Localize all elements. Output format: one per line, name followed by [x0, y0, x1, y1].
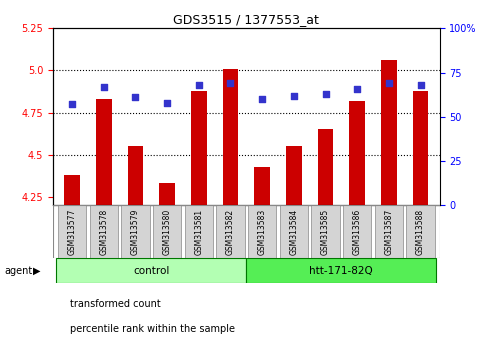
Text: GSM313582: GSM313582 [226, 209, 235, 255]
Bar [191, 91, 207, 205]
Bar [254, 166, 270, 205]
Point [131, 95, 139, 100]
Text: GSM313578: GSM313578 [99, 209, 108, 255]
Bar [280, 205, 308, 258]
Point [227, 80, 234, 86]
Bar [223, 69, 239, 205]
Text: GSM313588: GSM313588 [416, 209, 425, 255]
Text: GSM313580: GSM313580 [163, 209, 171, 255]
Bar [64, 175, 80, 205]
Bar [318, 130, 333, 205]
Bar [121, 205, 150, 258]
Bar [286, 146, 302, 205]
Bar [246, 258, 436, 283]
Bar [128, 146, 143, 205]
Point [195, 82, 203, 88]
Text: GSM313587: GSM313587 [384, 209, 393, 255]
Text: agent: agent [5, 266, 33, 276]
Text: percentile rank within the sample: percentile rank within the sample [70, 324, 235, 334]
Point [417, 82, 425, 88]
Bar [311, 205, 340, 258]
Text: GSM313586: GSM313586 [353, 209, 362, 255]
Bar [57, 258, 246, 283]
Text: ▶: ▶ [32, 266, 40, 276]
Text: transformed count: transformed count [70, 299, 161, 309]
Bar [96, 99, 112, 205]
Bar [349, 101, 365, 205]
Point [322, 91, 329, 97]
Text: GSM313584: GSM313584 [289, 209, 298, 255]
Point [385, 80, 393, 86]
Bar [412, 91, 428, 205]
Bar [58, 205, 86, 258]
Point [258, 96, 266, 102]
Point [163, 100, 171, 105]
Bar [381, 60, 397, 205]
Text: GSM313583: GSM313583 [257, 209, 267, 255]
Point [290, 93, 298, 98]
Point [354, 86, 361, 91]
Text: GSM313577: GSM313577 [68, 209, 77, 255]
Text: GSM313579: GSM313579 [131, 209, 140, 255]
Bar [406, 205, 435, 258]
Bar [343, 205, 371, 258]
Text: GSM313585: GSM313585 [321, 209, 330, 255]
Point [68, 102, 76, 107]
Point [100, 84, 108, 90]
Bar [248, 205, 276, 258]
Text: htt-171-82Q: htt-171-82Q [310, 266, 373, 276]
Bar [153, 205, 182, 258]
Bar [159, 183, 175, 205]
Bar [89, 205, 118, 258]
Bar [375, 205, 403, 258]
Text: GSM313581: GSM313581 [194, 209, 203, 255]
Text: control: control [133, 266, 170, 276]
Title: GDS3515 / 1377553_at: GDS3515 / 1377553_at [173, 13, 319, 26]
Bar [185, 205, 213, 258]
Bar [216, 205, 245, 258]
